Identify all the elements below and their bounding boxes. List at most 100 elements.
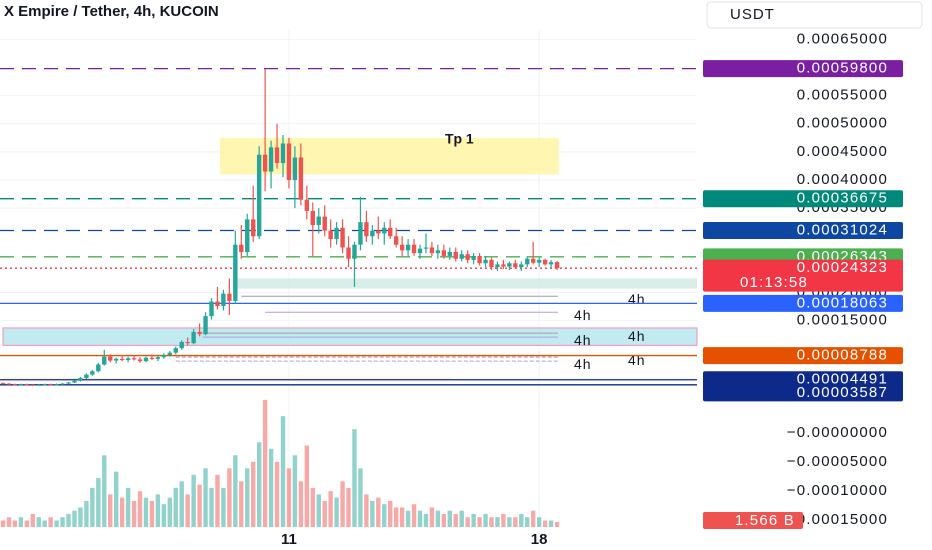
volume-bar xyxy=(18,517,24,527)
zone xyxy=(3,377,453,380)
volume-bar xyxy=(12,520,18,527)
x-tick-label: 11 xyxy=(281,531,297,548)
volume-bar xyxy=(221,487,226,527)
volume-bar xyxy=(268,448,274,527)
candle-body xyxy=(137,359,143,362)
candle-body xyxy=(393,236,399,245)
y2-tick-label: −0.00000000 xyxy=(787,424,888,441)
candle-body xyxy=(173,348,178,353)
candle-body xyxy=(131,358,137,360)
volume-bar xyxy=(78,507,83,527)
volume-bar xyxy=(185,494,190,527)
zone xyxy=(2,327,698,346)
volume-bar xyxy=(483,513,488,527)
volume-bar xyxy=(102,455,107,527)
candle-body xyxy=(48,384,53,386)
volume-bar xyxy=(525,517,530,527)
volume-bar xyxy=(280,416,286,527)
candle-body xyxy=(24,384,30,386)
candle-body xyxy=(209,301,214,317)
candle-body xyxy=(423,247,429,249)
candle-body xyxy=(483,259,488,264)
volume-bar xyxy=(495,517,500,527)
volume-bar xyxy=(477,517,482,527)
candle-body xyxy=(411,244,417,254)
candle-body xyxy=(525,258,530,265)
candle-body xyxy=(245,219,250,252)
candle-body xyxy=(346,247,351,259)
currency[interactable]: USDT xyxy=(730,6,775,23)
candle-body xyxy=(215,301,220,306)
y-tick-label: 0.00045000 xyxy=(797,143,888,160)
volume-bar xyxy=(90,487,95,527)
volume-bar xyxy=(423,513,429,527)
y-tick-label: 0.00065000 xyxy=(797,30,888,47)
level-label: 4h xyxy=(628,328,646,344)
volume-bar xyxy=(465,517,470,527)
candle-body xyxy=(119,358,125,360)
volume-bar xyxy=(334,497,339,527)
candle-body xyxy=(84,374,89,378)
price-label-box xyxy=(703,190,903,208)
candle-body xyxy=(0,383,6,385)
candle-body xyxy=(6,383,12,385)
price-label: 0.00003587 xyxy=(797,384,888,401)
candle-body xyxy=(405,244,411,251)
candle-body xyxy=(495,264,500,268)
candle-body xyxy=(262,154,268,172)
candle-body xyxy=(370,230,375,237)
currency-button[interactable] xyxy=(706,1,923,29)
volume-bar xyxy=(233,455,238,527)
level-label: 4h xyxy=(574,332,592,348)
candle-body xyxy=(471,255,476,260)
volume-bar xyxy=(346,487,351,527)
candle-body xyxy=(185,342,190,344)
candle-body xyxy=(256,154,262,237)
volume-bar xyxy=(84,500,89,527)
y2-tick-label: −0.00015000 xyxy=(787,511,888,528)
price-label: 0.00024323 xyxy=(797,259,888,276)
volume-bar xyxy=(292,455,298,527)
candle-body xyxy=(358,222,363,245)
candle-body xyxy=(310,210,315,225)
volume-bar xyxy=(143,497,149,527)
candle-body xyxy=(233,244,238,301)
candle-body xyxy=(191,331,196,344)
volume-bar xyxy=(108,494,113,527)
candle-body xyxy=(536,259,542,263)
volume-bar xyxy=(340,481,345,527)
candle-body xyxy=(530,258,536,263)
volume-bar xyxy=(256,442,262,527)
candle-body xyxy=(60,383,65,385)
volume-bar xyxy=(203,468,208,527)
volume-bar xyxy=(453,513,458,527)
volume-bar xyxy=(417,510,423,527)
candle-body xyxy=(364,222,369,237)
candle-body xyxy=(465,254,470,260)
candle-body xyxy=(322,216,327,231)
candle-body xyxy=(78,378,83,381)
candle-body xyxy=(507,263,512,267)
candle-body xyxy=(417,248,423,254)
volume-bar xyxy=(530,510,536,527)
volume-bar xyxy=(405,510,411,527)
candle-body xyxy=(501,264,506,267)
chart-title: X Empire / Tether, 4h, KUCOIN xyxy=(4,3,219,20)
y-tick-label: 0.00040000 xyxy=(797,171,888,188)
zone-label: Tp 1 xyxy=(445,131,474,147)
volume-bar xyxy=(149,500,155,527)
candle-body xyxy=(125,358,131,360)
candle-body xyxy=(453,252,458,259)
volume-bar xyxy=(489,517,494,527)
volume-bar xyxy=(197,484,202,527)
volume-bar xyxy=(393,507,399,527)
volume-bar xyxy=(167,497,173,527)
price-label: 0.00036675 xyxy=(797,190,888,207)
y-tick-label: 0.00015000 xyxy=(797,312,888,329)
candle-body xyxy=(554,262,560,269)
volume-bar xyxy=(548,520,554,527)
candle-body xyxy=(382,227,387,234)
price-label: 0.00008788 xyxy=(797,347,888,364)
price-label: 0.00059800 xyxy=(797,60,888,77)
